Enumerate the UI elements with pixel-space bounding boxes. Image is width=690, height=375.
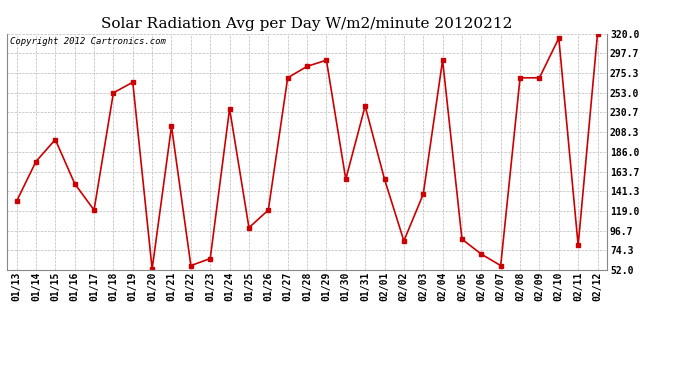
Title: Solar Radiation Avg per Day W/m2/minute 20120212: Solar Radiation Avg per Day W/m2/minute … — [101, 17, 513, 31]
Text: Copyright 2012 Cartronics.com: Copyright 2012 Cartronics.com — [10, 37, 166, 46]
